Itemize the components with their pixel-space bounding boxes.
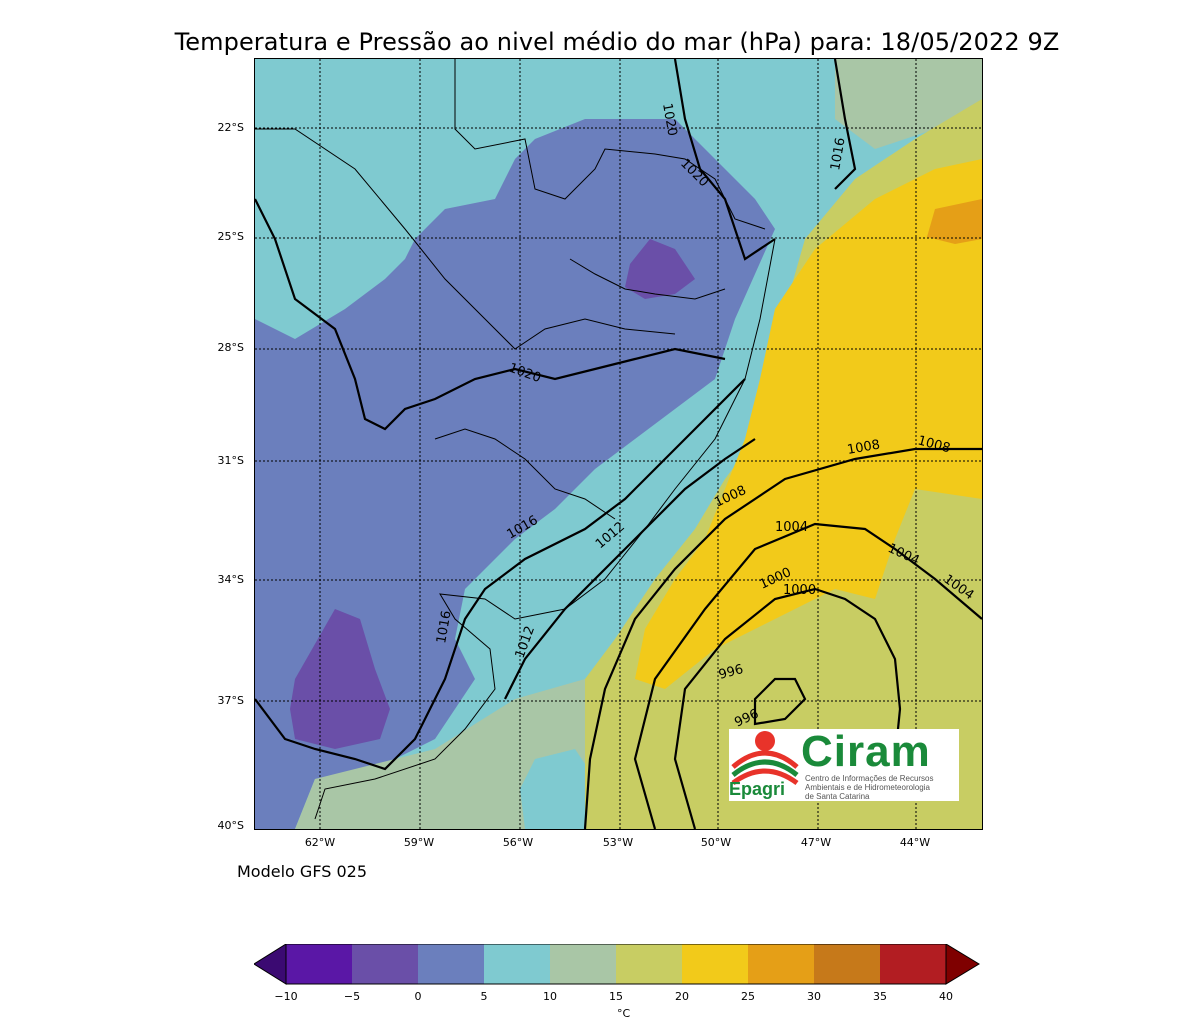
isobar-label: 1004 bbox=[775, 520, 808, 535]
lon-label: 59°W bbox=[403, 836, 435, 849]
temperature-colorbar bbox=[254, 944, 980, 985]
map-title: Temperatura e Pressão ao nivel médio do … bbox=[174, 28, 1060, 56]
lon-label: 47°W bbox=[800, 836, 832, 849]
colorbar-swatch bbox=[352, 944, 418, 984]
lon-label: 62°W bbox=[304, 836, 336, 849]
isobar-label: 996 bbox=[717, 662, 745, 683]
colorbar-swatch bbox=[682, 944, 748, 984]
colorbar-tick-label: 30 bbox=[807, 990, 821, 1003]
lat-label: 28°S bbox=[217, 341, 244, 354]
map-panel: 1020 1020 1016 1020 1016 1016 1012 1012 … bbox=[254, 58, 983, 830]
lon-label: 56°W bbox=[502, 836, 534, 849]
colorbar-frame bbox=[285, 944, 947, 985]
lat-label: 22°S bbox=[217, 121, 244, 134]
logo-subtitle-line: de Santa Catarina bbox=[805, 792, 870, 801]
colorbar-unit: °C bbox=[617, 1007, 631, 1020]
colorbar-under-arrow bbox=[254, 944, 287, 985]
temp-field-hot bbox=[927, 199, 982, 244]
colorbar-tick-label: 5 bbox=[480, 990, 488, 1003]
colorbar-swatch bbox=[748, 944, 814, 984]
isobar-label: 1016 bbox=[828, 136, 849, 171]
lat-label: 34°S bbox=[217, 573, 244, 586]
colorbar-blocks bbox=[254, 944, 980, 985]
ciram-logo: Ciram Epagri Centro de Informações de Re… bbox=[729, 727, 959, 801]
colorbar-swatch bbox=[814, 944, 880, 984]
colorbar-tick-label: 35 bbox=[873, 990, 887, 1003]
colorbar-tick-label: 10 bbox=[543, 990, 557, 1003]
lon-label: 50°W bbox=[700, 836, 732, 849]
colorbar-swatch bbox=[286, 944, 352, 984]
isobars bbox=[255, 59, 982, 829]
temperature-pressure-map: 1020 1020 1016 1020 1016 1016 1012 1012 … bbox=[255, 59, 982, 829]
isobar-label: 1000 bbox=[783, 583, 816, 598]
lat-label: 40°S bbox=[217, 819, 244, 832]
logo-subtitle-line: Centro de Informações de Recursos bbox=[805, 774, 934, 783]
logo-subtitle-line: Ambientais e de Hidrometeorologia bbox=[805, 783, 930, 792]
colorbar-tick-label: 20 bbox=[675, 990, 689, 1003]
temp-field-coldest bbox=[290, 609, 390, 749]
colorbar-tick-label: 40 bbox=[939, 990, 953, 1003]
isobar-label: 1008 bbox=[846, 437, 881, 458]
lon-label: 53°W bbox=[602, 836, 634, 849]
epagri-logo-icon bbox=[731, 731, 799, 786]
logo-epagri-text: Epagri bbox=[729, 779, 786, 799]
temp-field-mild-2 bbox=[835, 59, 982, 149]
colorbar-over-arrow bbox=[945, 944, 980, 985]
lat-label: 37°S bbox=[217, 694, 244, 707]
colorbar-swatch bbox=[880, 944, 946, 984]
colorbar-tick-label: −5 bbox=[343, 990, 361, 1003]
lon-label: 44°W bbox=[899, 836, 931, 849]
colorbar-swatch bbox=[484, 944, 550, 984]
colorbar-tick-label: 0 bbox=[414, 990, 422, 1003]
colorbar-swatch bbox=[418, 944, 484, 984]
isobar-label: 1020 bbox=[659, 102, 680, 137]
logo-ciram-text: Ciram bbox=[801, 727, 931, 776]
colorbar-tick-label: −10 bbox=[274, 990, 298, 1003]
graticule bbox=[255, 59, 982, 829]
model-label: Modelo GFS 025 bbox=[237, 862, 368, 881]
lat-label: 31°S bbox=[217, 454, 244, 467]
temp-field-warmer bbox=[635, 159, 982, 689]
colorbar-tick-label: 25 bbox=[741, 990, 755, 1003]
coastline-borders bbox=[255, 59, 776, 820]
isobar-label: 1016 bbox=[434, 609, 455, 644]
temp-field-cool-south bbox=[520, 749, 595, 829]
lat-label: 25°S bbox=[217, 230, 244, 243]
colorbar-swatch bbox=[616, 944, 682, 984]
colorbar-swatch bbox=[550, 944, 616, 984]
temp-field-coldest-2 bbox=[625, 239, 695, 299]
colorbar-tick-label: 15 bbox=[609, 990, 623, 1003]
